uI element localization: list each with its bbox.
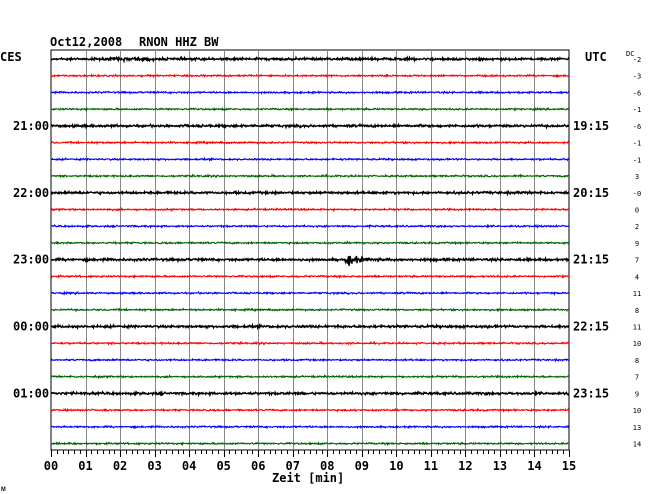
- x-tick-label: 08: [320, 459, 334, 473]
- x-tick-label: 04: [182, 459, 196, 473]
- trace-21: [50, 389, 570, 398]
- x-tick-label: 05: [216, 459, 230, 473]
- left-timezone-label: CES: [0, 50, 22, 64]
- x-tick-label: 11: [424, 459, 438, 473]
- trace-5: [50, 122, 570, 130]
- dc-offset-label: 9: [635, 240, 639, 248]
- trace-12: [50, 240, 570, 246]
- trace-24: [51, 441, 570, 447]
- dc-offset-label: 11: [633, 290, 641, 298]
- right-hour-label: 22:15: [573, 320, 609, 334]
- dc-offset-label: 7: [635, 257, 639, 265]
- right-hour-label: 20:15: [573, 186, 609, 200]
- x-tick-label: 15: [562, 459, 576, 473]
- dc-offset-label: -1: [633, 140, 641, 148]
- x-tick-label: 02: [113, 459, 127, 473]
- trace-15: [50, 290, 570, 297]
- label-layer: Oct12,2008 RNON HHZ BW CES UTC DC Zeit […: [0, 35, 641, 493]
- dc-offset-label: -1: [633, 106, 641, 114]
- dc-offset-label: 11: [633, 324, 641, 332]
- dc-offset-label: -6: [633, 123, 641, 131]
- x-tick-label: 10: [389, 459, 403, 473]
- left-hour-label: 21:00: [13, 119, 49, 133]
- x-tick-label: 14: [527, 459, 541, 473]
- x-tick-label: 01: [78, 459, 92, 473]
- x-axis-title: Zeit [min]: [272, 471, 344, 485]
- x-tick-label: 03: [147, 459, 161, 473]
- right-hour-label: 23:15: [573, 386, 609, 400]
- left-hour-label: 01:00: [13, 386, 49, 400]
- trace-23: [50, 424, 570, 430]
- trace-19: [50, 357, 570, 363]
- x-tick-label: 06: [251, 459, 265, 473]
- dc-offset-label: -3: [633, 73, 641, 81]
- dc-offset-label: 14: [633, 441, 641, 449]
- trace-16: [50, 307, 570, 313]
- axis-layer: 00 01 02 03 04 05 06 07 08 09 10 11 12 13 14 15: [44, 450, 576, 473]
- x-tick-label: 13: [493, 459, 507, 473]
- trace-layer: [50, 54, 570, 447]
- trace-1: [50, 54, 570, 64]
- grid-layer: [50, 49, 570, 451]
- dc-offset-label: 7: [635, 374, 639, 382]
- footer-mark: ᴍ: [1, 484, 6, 493]
- x-tick-label: 07: [286, 459, 300, 473]
- dc-offset-label: 13: [633, 424, 641, 432]
- date-label: Oct12,2008: [50, 35, 122, 49]
- dc-offset-label: 9: [635, 390, 639, 398]
- right-hour-label: 19:15: [573, 119, 609, 133]
- left-hour-label: 22:00: [13, 186, 49, 200]
- dc-offset-label: 10: [633, 407, 641, 415]
- dc-offset-label: -1: [633, 156, 641, 164]
- dc-offset-label: 8: [635, 307, 639, 315]
- dc-label: DC: [626, 50, 634, 58]
- x-tick-label: 12: [458, 459, 472, 473]
- right-timezone-label: UTC: [585, 50, 607, 64]
- trace-9: [50, 189, 570, 197]
- dc-offset-label: 4: [635, 273, 639, 281]
- left-hour-label: 00:00: [13, 320, 49, 334]
- trace-14: [50, 273, 570, 279]
- station-label: RNON HHZ BW: [139, 35, 219, 49]
- trace-13: [50, 255, 570, 267]
- dc-offset-label: -0: [633, 190, 641, 198]
- trace-20: [50, 374, 570, 380]
- trace-2: [50, 72, 570, 79]
- dc-offset-label: 8: [635, 357, 639, 365]
- trace-4: [50, 106, 570, 112]
- x-tick-label: 09: [355, 459, 369, 473]
- x-tick-label: 00: [44, 459, 58, 473]
- trace-7: [50, 156, 570, 162]
- trace-18: [50, 340, 570, 346]
- right-hour-label: 21:15: [573, 253, 609, 267]
- dc-offset-label: 2: [635, 223, 639, 231]
- trace-3: [50, 89, 570, 96]
- trace-6: [50, 140, 570, 146]
- trace-22: [50, 407, 570, 413]
- dc-offset-label: -6: [633, 89, 641, 97]
- dc-offset-label: 0: [635, 206, 639, 214]
- trace-8: [50, 173, 570, 179]
- trace-11: [50, 223, 570, 230]
- trace-17: [50, 322, 570, 331]
- left-hour-label: 23:00: [13, 253, 49, 267]
- trace-10: [50, 206, 570, 212]
- dc-offset-label: 10: [633, 340, 641, 348]
- dc-offset-label: -2: [633, 56, 641, 64]
- dc-offset-label: 3: [635, 173, 639, 181]
